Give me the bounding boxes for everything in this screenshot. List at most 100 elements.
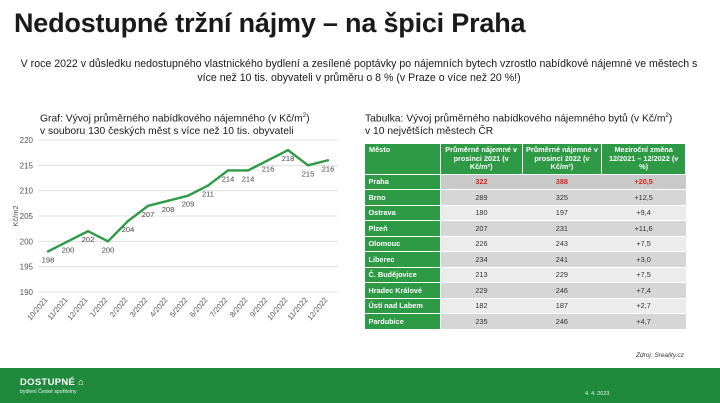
data-label: 204 bbox=[122, 225, 135, 234]
header-2022: Průměrné nájemné v prosinci 2022 (v Kč/m… bbox=[521, 143, 603, 175]
y-tick-label: 190 bbox=[20, 288, 34, 297]
data-point bbox=[326, 159, 330, 162]
table-cell-change: +9,4 bbox=[601, 205, 686, 221]
data-label: 208 bbox=[162, 205, 175, 214]
data-label: 207 bbox=[142, 210, 155, 219]
table-row: Brno 289 325 +12,5 bbox=[364, 189, 686, 206]
data-point bbox=[266, 159, 270, 162]
data-label: 214 bbox=[242, 174, 255, 183]
table-cell-2021: 182 bbox=[440, 298, 523, 314]
table-cell-change: +12,5 bbox=[601, 189, 686, 206]
table-cell-2021: 234 bbox=[440, 251, 523, 268]
data-point bbox=[66, 240, 70, 243]
table-cell-2021: 289 bbox=[440, 189, 523, 206]
table-cell-2022: 243 bbox=[522, 236, 602, 252]
table-cell-change: +7,5 bbox=[601, 236, 686, 252]
intro-text: V roce 2022 v důsledku nedostupného vlas… bbox=[20, 58, 698, 84]
table-cell-city: Pardubice bbox=[364, 313, 441, 330]
table-caption-sup: 2 bbox=[665, 113, 669, 119]
header-2021: Průměrné nájemné v prosinci 2021 (v Kč/m… bbox=[439, 143, 523, 175]
table-cell-city: Hradec Králové bbox=[364, 282, 441, 299]
table-cell-change: +2,7 bbox=[601, 298, 686, 314]
table-cell-2021: 207 bbox=[440, 220, 523, 237]
table-caption-line2: v 10 největších městech ČR bbox=[365, 126, 494, 138]
data-point bbox=[166, 199, 170, 202]
table-cell-city: Ostrava bbox=[364, 205, 441, 221]
x-tick-label: 7/2022 bbox=[208, 296, 230, 319]
table-cell-city: Ústí nad Labem bbox=[364, 298, 441, 314]
table-cell-2021: 235 bbox=[440, 313, 523, 330]
table-row: Č. Budějovice 213 229 +7,5 bbox=[364, 267, 686, 283]
y-tick-label: 195 bbox=[20, 263, 34, 272]
table-cell-2022: 231 bbox=[522, 220, 602, 237]
table-cell-2022: 187 bbox=[522, 298, 602, 314]
x-tick-label: 10/2022 bbox=[265, 296, 289, 323]
data-label: 214 bbox=[222, 174, 235, 183]
y-tick-label: 200 bbox=[20, 237, 34, 246]
table-cell-change: +3,0 bbox=[601, 251, 686, 268]
header-change: Meziroční změna 12/2021 – 12/2022 (v %) bbox=[601, 143, 686, 175]
brand-logo: DOSTUPNÉ ⌂ bbox=[20, 377, 84, 388]
table-cell-city: Olomouc bbox=[364, 236, 441, 252]
table-cell-change: +4,7 bbox=[601, 313, 686, 330]
rent-table: Město Průměrné nájemné v prosinci 2021 (… bbox=[364, 143, 686, 330]
table-cell-change: +7,4 bbox=[601, 282, 686, 299]
data-label: 198 bbox=[42, 255, 55, 264]
table-row: Olomouc 226 243 +7,5 bbox=[364, 236, 686, 252]
table-cell-change: +11,6 bbox=[601, 220, 686, 237]
data-label: 200 bbox=[62, 245, 75, 254]
data-point bbox=[226, 169, 230, 172]
table-cell-2022: 241 bbox=[522, 251, 602, 268]
table-cell-change: +20,5 bbox=[601, 174, 686, 190]
table-cell-2021: 226 bbox=[440, 236, 523, 252]
table-caption: Tabulka: Vývoj průměrného nabídkového ná… bbox=[365, 110, 695, 138]
graph-caption-text: Graf: Vývoj průměrného nabídkového nájem… bbox=[40, 113, 303, 125]
table-cell-2022: 246 bbox=[522, 282, 602, 299]
data-label: 209 bbox=[182, 200, 195, 209]
x-tick-label: 8/2022 bbox=[228, 296, 250, 319]
data-point bbox=[46, 250, 50, 253]
table-row: Liberec 234 241 +3,0 bbox=[364, 251, 686, 268]
data-label: 200 bbox=[102, 245, 115, 254]
header-city: Město bbox=[364, 143, 441, 175]
data-point bbox=[246, 169, 250, 172]
table-row: Plzeň 207 231 +11,6 bbox=[364, 220, 686, 237]
x-tick-label: 1/2022 bbox=[88, 296, 110, 319]
table-header-row: Město Průměrné nájemné v prosinci 2021 (… bbox=[364, 143, 686, 175]
graph-caption-line2: v souboru 130 českých měst s více než 10… bbox=[40, 126, 294, 138]
x-tick-label: 6/2022 bbox=[188, 296, 210, 319]
data-point bbox=[106, 240, 110, 243]
table-cell-city: Plzeň bbox=[364, 220, 441, 237]
data-point bbox=[126, 219, 130, 223]
graph-caption-sup: 2 bbox=[302, 113, 307, 119]
logo-subtitle: bydlení České spořitelny bbox=[20, 389, 77, 395]
table-row: Praha 322 388 +20,5 bbox=[364, 174, 686, 190]
footer-date: 4. 4. 2023 bbox=[585, 391, 610, 397]
house-icon: ⌂ bbox=[78, 377, 85, 388]
source-note: Zdroj: Sreality.cz bbox=[636, 352, 684, 359]
table-cell-2021: 213 bbox=[440, 267, 523, 283]
table-caption-end: ) bbox=[668, 113, 673, 125]
table-cell-city: Brno bbox=[364, 189, 441, 206]
x-tick-label: 3/2022 bbox=[128, 296, 150, 319]
page-title: Nedostupné tržní nájmy – na špici Praha bbox=[14, 8, 526, 38]
logo-text: DOSTUPNÉ bbox=[20, 377, 76, 388]
data-label: 211 bbox=[202, 190, 214, 199]
y-tick-label: 215 bbox=[20, 161, 34, 170]
graph-caption: Graf: Vývoj průměrného nabídkového nájem… bbox=[40, 110, 340, 138]
x-tick-label: 12/2022 bbox=[305, 296, 329, 323]
x-tick-label: 4/2022 bbox=[148, 296, 170, 319]
table-cell-change: +7,5 bbox=[601, 267, 686, 283]
data-point bbox=[206, 184, 210, 187]
footer-bar bbox=[0, 368, 720, 403]
table-cell-city: Praha bbox=[364, 174, 441, 190]
data-label: 215 bbox=[302, 169, 315, 178]
y-tick-label: 220 bbox=[20, 136, 34, 145]
x-tick-label: 5/2022 bbox=[168, 296, 190, 319]
data-point bbox=[306, 164, 310, 167]
table-caption-text: Tabulka: Vývoj průměrného nabídkového ná… bbox=[365, 113, 666, 125]
table-cell-2021: 229 bbox=[440, 282, 523, 299]
data-point bbox=[86, 230, 90, 233]
table-cell-2022: 197 bbox=[522, 205, 602, 221]
table-cell-2022: 325 bbox=[522, 189, 602, 206]
